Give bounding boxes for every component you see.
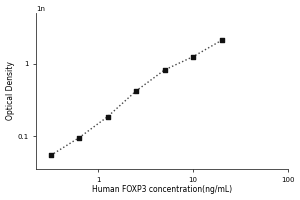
- Point: [48, 154, 53, 157]
- Point: [219, 39, 224, 42]
- Y-axis label: Optical Density: Optical Density: [6, 62, 15, 120]
- Point: [162, 68, 167, 72]
- Point: [77, 136, 82, 139]
- Text: 1n: 1n: [36, 6, 45, 12]
- X-axis label: Human FOXP3 concentration(ng/mL): Human FOXP3 concentration(ng/mL): [92, 185, 232, 194]
- Point: [134, 89, 139, 93]
- Point: [191, 55, 196, 58]
- Point: [105, 115, 110, 118]
